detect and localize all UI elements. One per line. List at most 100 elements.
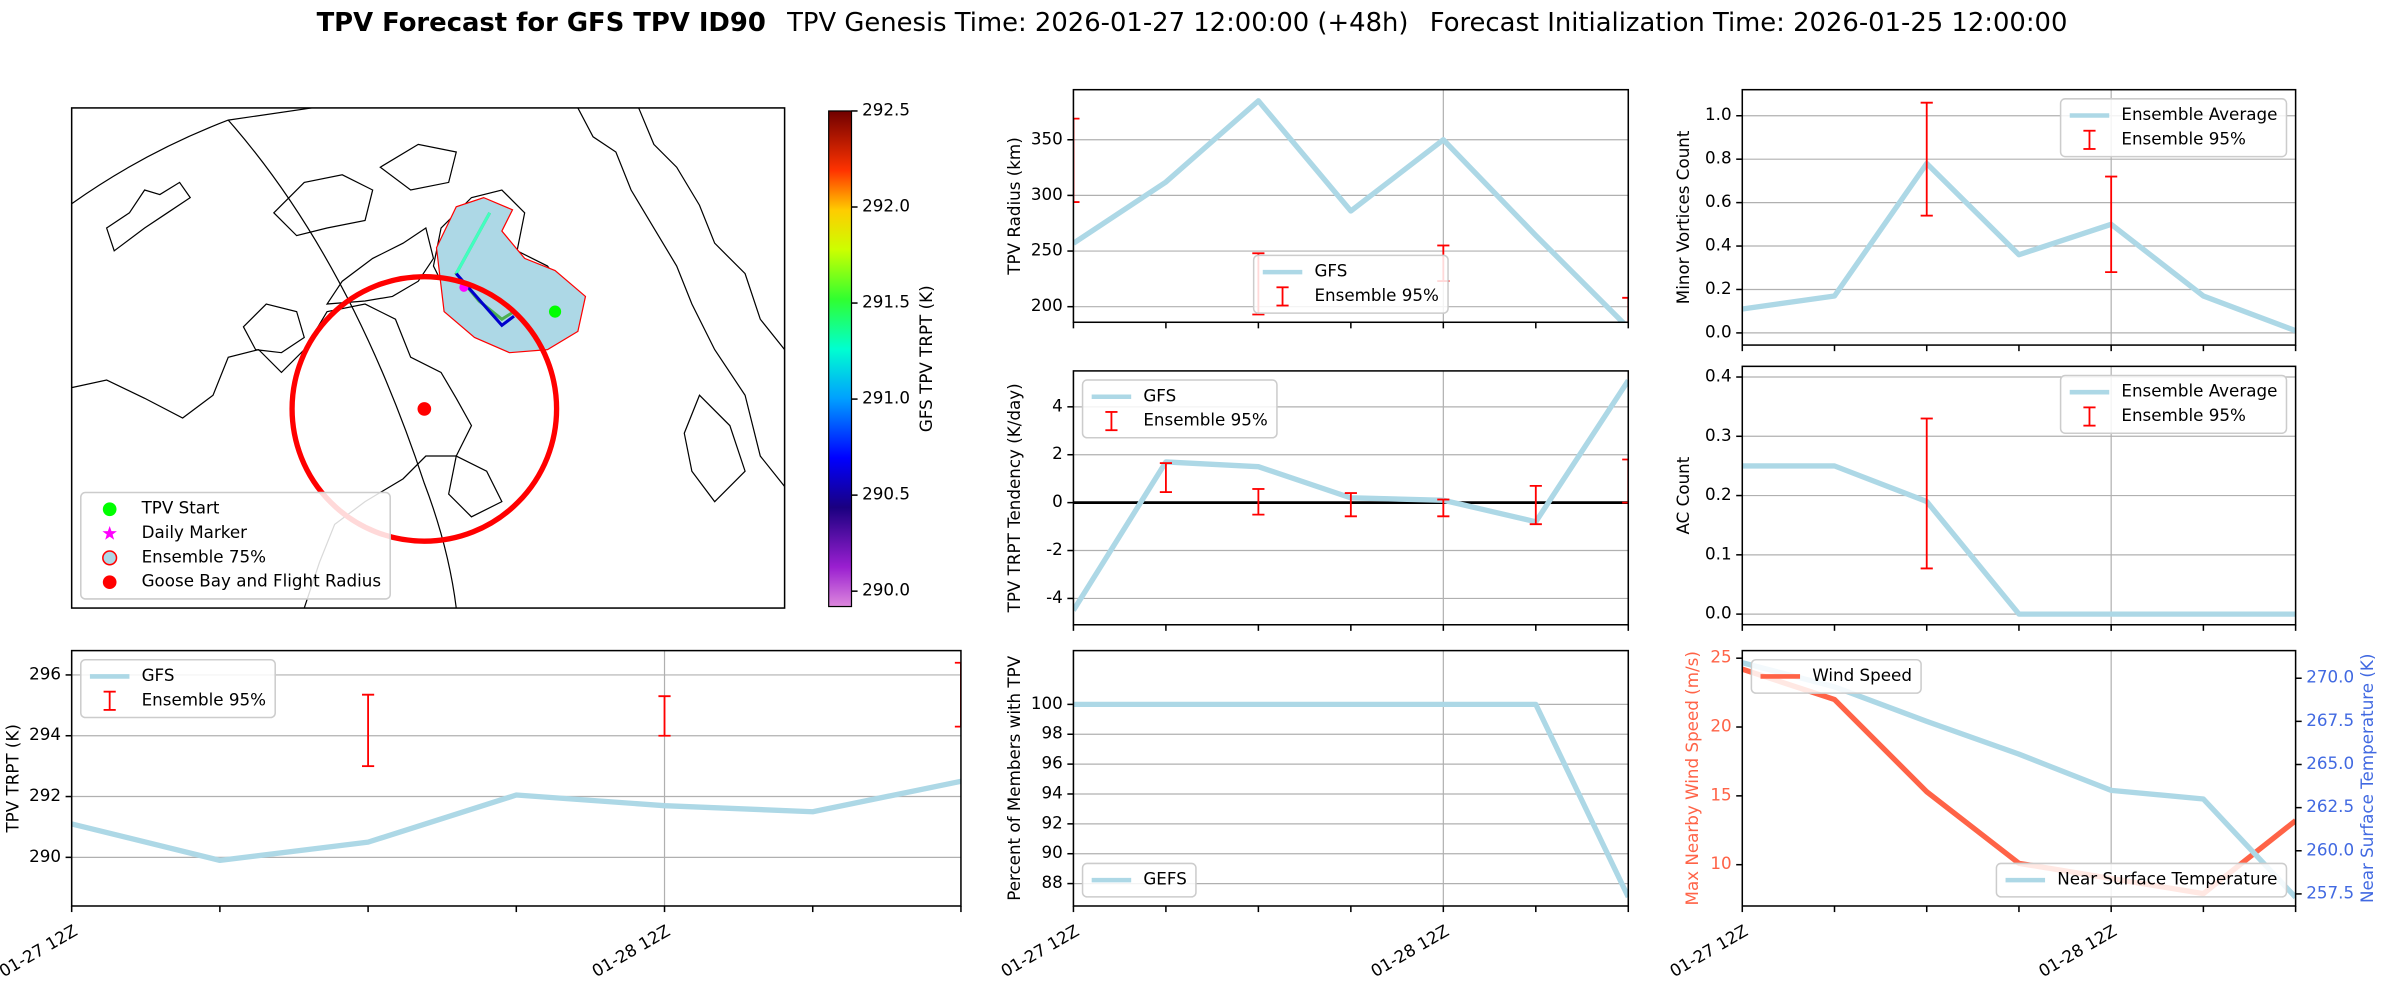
y-tick-label: 0.2 bbox=[1705, 484, 1732, 504]
y-tick-label: 0.6 bbox=[1705, 191, 1732, 211]
y-tick-label: 20 bbox=[1710, 716, 1731, 736]
error-bar-group bbox=[1437, 498, 1450, 518]
data-line bbox=[71, 778, 961, 864]
legend-label: Wind Speed bbox=[1812, 665, 1912, 685]
y2-tick-label: 260.0 bbox=[2306, 839, 2354, 859]
plot-frame bbox=[1741, 649, 2297, 907]
legend-label: Ensemble 75% bbox=[142, 546, 266, 566]
coastline bbox=[105, 181, 192, 252]
title-main: TPV Forecast for GFS TPV ID90 bbox=[317, 7, 766, 37]
y-tick-label: 1.0 bbox=[1705, 104, 1732, 124]
error-bar-group bbox=[954, 661, 961, 728]
legend-box bbox=[2059, 374, 2288, 434]
colorbar-tick-label: 292.5 bbox=[862, 99, 910, 119]
legend-label: Ensemble 95% bbox=[1314, 285, 1438, 305]
legend-box bbox=[1750, 658, 1922, 694]
data-line bbox=[1742, 160, 2296, 334]
y-tick-label: 100 bbox=[1031, 693, 1063, 713]
colorbar-tick-label: 291.0 bbox=[862, 388, 910, 408]
flight-radius bbox=[289, 274, 560, 544]
y-axis-label: Max Nearby Wind Speed (m/s) bbox=[1682, 651, 1702, 905]
legend-label: Ensemble 95% bbox=[2121, 128, 2245, 148]
legend-label: Ensemble Average bbox=[2121, 104, 2277, 124]
coastline bbox=[272, 174, 374, 237]
error-bar-group bbox=[1622, 296, 1629, 323]
legend-box bbox=[80, 491, 391, 600]
y-tick-label: 292 bbox=[29, 785, 61, 805]
tpv-start bbox=[548, 305, 562, 318]
y-tick-label: -4 bbox=[1046, 587, 1063, 607]
colorbar-tick-label: 291.5 bbox=[862, 292, 910, 312]
y-tick-label: 0.2 bbox=[1705, 278, 1732, 298]
colorbar bbox=[828, 110, 853, 608]
y-tick-label: 0.1 bbox=[1705, 543, 1732, 563]
colorbar-tick-label: 290.5 bbox=[862, 484, 910, 504]
y-tick-label: 0.4 bbox=[1705, 366, 1732, 386]
plot-frame bbox=[1741, 365, 2297, 626]
map-boundary bbox=[71, 107, 312, 205]
y-tick-label: 290 bbox=[29, 846, 61, 866]
legend-label: Ensemble Average bbox=[2121, 381, 2277, 401]
data-line bbox=[1742, 463, 2296, 617]
plot-frame bbox=[1072, 88, 1630, 324]
y-tick-label: 250 bbox=[1031, 240, 1063, 260]
ensemble-area bbox=[435, 196, 587, 354]
x-tick-label: 01-27 12Z bbox=[0, 920, 80, 981]
legend-box bbox=[2059, 98, 2288, 158]
y-tick-label: 350 bbox=[1031, 128, 1063, 148]
coastline bbox=[447, 455, 503, 518]
coastline bbox=[638, 107, 785, 351]
legend-label: GFS bbox=[1143, 385, 1176, 405]
y-tick-label: 300 bbox=[1031, 184, 1063, 204]
y-tick-label: 88 bbox=[1042, 872, 1063, 892]
y-tick-label: 25 bbox=[1710, 647, 1731, 667]
coastline bbox=[71, 303, 473, 609]
colorbar-label: GFS TPV TRPT (K) bbox=[916, 285, 936, 432]
error-bar-group bbox=[1159, 462, 1172, 494]
coastline bbox=[242, 303, 305, 354]
y-tick-label: 92 bbox=[1042, 812, 1063, 832]
legend-box bbox=[1995, 862, 2288, 898]
coastline bbox=[577, 107, 785, 487]
legend-label: Ensemble 95% bbox=[142, 689, 266, 709]
error-bar-group bbox=[1920, 417, 1933, 570]
legend-label: GFS bbox=[142, 665, 175, 685]
coastline bbox=[325, 227, 435, 305]
plot-frame bbox=[1072, 649, 1630, 907]
error-bar-group bbox=[1920, 101, 1933, 217]
plot-frame bbox=[70, 649, 962, 907]
y-tick-label: 2 bbox=[1052, 443, 1063, 463]
data-line bbox=[1073, 98, 1627, 323]
x-tick-label: 01-28 12Z bbox=[2035, 920, 2120, 981]
y-tick-label: 0.0 bbox=[1705, 603, 1732, 623]
legend-label: Daily Marker bbox=[142, 522, 248, 542]
legend-label: GEFS bbox=[1143, 869, 1186, 889]
y-axis-label: AC Count bbox=[1673, 456, 1693, 534]
colorbar-tick-label: 292.0 bbox=[862, 196, 910, 216]
y-tick-label: 0.4 bbox=[1705, 235, 1732, 255]
y-tick-label: 200 bbox=[1031, 295, 1063, 315]
x-tick-label: 01-28 12Z bbox=[1367, 920, 1452, 981]
legend-marker bbox=[102, 550, 118, 566]
error-bar-group bbox=[1529, 484, 1542, 526]
error-bar-group bbox=[1622, 458, 1629, 504]
y2-tick-label: 267.5 bbox=[2306, 710, 2354, 730]
y-axis-label: TPV Radius (km) bbox=[1004, 137, 1024, 275]
y-tick-label: 296 bbox=[29, 663, 61, 683]
title-genesis: TPV Genesis Time: 2026-01-27 12:00:00 (+… bbox=[786, 7, 1408, 37]
data-line bbox=[1073, 701, 1629, 899]
goose-bay bbox=[417, 402, 432, 416]
y-axis-label: TPV TRPT (K) bbox=[2, 724, 22, 834]
y2-tick-label: 262.5 bbox=[2306, 796, 2354, 816]
y-axis-label: Minor Vortices Count bbox=[1673, 130, 1693, 304]
y-tick-label: 10 bbox=[1710, 853, 1731, 873]
coastline bbox=[379, 143, 458, 191]
error-bar-group bbox=[658, 695, 671, 737]
y-axis-label: Percent of Members with TPV bbox=[1004, 655, 1024, 901]
error-bar-group bbox=[362, 693, 375, 768]
map-frame bbox=[70, 107, 786, 609]
y-tick-label: 4 bbox=[1052, 395, 1063, 415]
y-tick-label: 15 bbox=[1710, 784, 1731, 804]
legend-label: TPV Start bbox=[141, 498, 220, 518]
y-tick-label: 0.3 bbox=[1705, 425, 1732, 445]
